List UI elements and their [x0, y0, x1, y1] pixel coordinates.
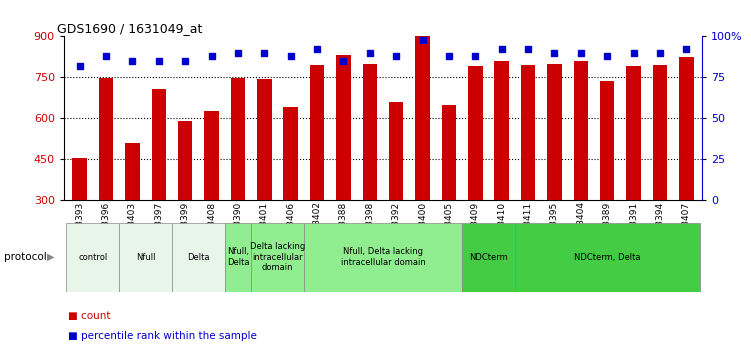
Bar [304, 223, 462, 292]
Bar [119, 223, 172, 292]
Bar [679, 57, 694, 200]
Bar [415, 31, 430, 200]
Bar [494, 61, 509, 200]
Bar [521, 65, 535, 200]
Bar [231, 78, 245, 200]
Bar [204, 111, 219, 200]
Bar [283, 107, 298, 200]
Bar [152, 89, 166, 200]
Bar [72, 158, 87, 200]
Bar [172, 223, 225, 292]
Text: Delta lacking
intracellular
domain: Delta lacking intracellular domain [250, 242, 305, 272]
Text: protocol: protocol [4, 252, 47, 262]
Bar [515, 223, 699, 292]
Bar [389, 102, 403, 200]
Bar [336, 55, 351, 200]
Bar [574, 61, 588, 200]
Text: NDCterm: NDCterm [469, 253, 508, 262]
Bar [99, 78, 113, 200]
Text: control: control [78, 253, 107, 262]
Bar [310, 65, 324, 200]
Bar [67, 223, 119, 292]
Text: NDCterm, Delta: NDCterm, Delta [574, 253, 641, 262]
Bar [125, 143, 140, 200]
Bar [257, 79, 272, 200]
Bar [653, 65, 667, 200]
Bar [442, 105, 456, 200]
Bar [626, 66, 641, 200]
Bar [363, 63, 377, 200]
Bar [547, 63, 562, 200]
Text: Nfull, Delta lacking
intracellular domain: Nfull, Delta lacking intracellular domai… [341, 247, 425, 267]
Bar [462, 223, 515, 292]
Bar [225, 223, 251, 292]
Text: Nfull,
Delta: Nfull, Delta [227, 247, 249, 267]
Text: GDS1690 / 1631049_at: GDS1690 / 1631049_at [58, 22, 203, 35]
Bar [178, 121, 192, 200]
Bar [251, 223, 304, 292]
Bar [468, 66, 483, 200]
Text: Delta: Delta [187, 253, 210, 262]
Text: ▶: ▶ [47, 252, 54, 262]
Text: Nfull: Nfull [136, 253, 155, 262]
Bar [600, 81, 614, 200]
Text: ■ percentile rank within the sample: ■ percentile rank within the sample [68, 332, 256, 341]
Text: ■ count: ■ count [68, 311, 110, 321]
